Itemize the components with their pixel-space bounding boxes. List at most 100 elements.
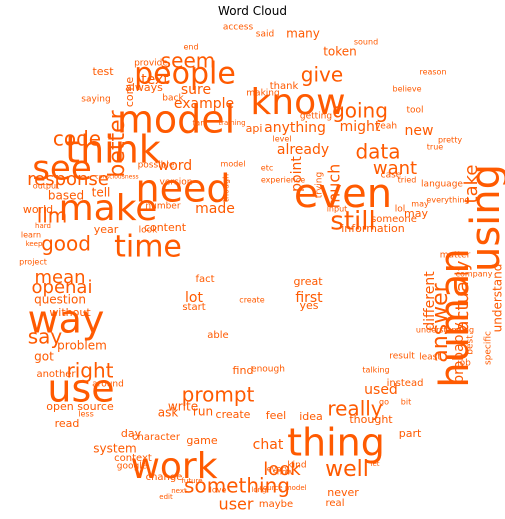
cloud-word: edit [159,493,173,501]
cloud-word: new [405,123,434,139]
cloud-word: may [404,207,428,220]
cloud-word: part [399,427,422,440]
cloud-word: create [216,408,251,421]
cloud-word: even [294,171,392,217]
cloud-word: game [186,434,217,447]
cloud-word: prompt [182,383,255,407]
cloud-word: future [181,477,202,485]
cloud-word: kind [287,461,306,471]
cloud-word: anything [264,120,326,136]
cloud-word: find [233,364,254,377]
cloud-word: yeah [375,122,397,132]
cloud-word: token [323,45,357,59]
cloud-word: making [246,89,279,99]
cloud-word: day [121,427,142,440]
cloud-word: make [59,188,158,229]
cloud-word: work [130,446,217,487]
cloud-word: far [192,119,204,128]
cloud-word: number [145,202,180,212]
cloud-word: saying [81,95,110,105]
cloud-word: end [183,43,198,52]
cloud-word: good [41,232,91,256]
cloud-word: system [93,442,136,456]
cloud-word: understand [491,264,505,333]
cloud-word: training [218,119,245,127]
cloud-word: though [222,174,231,202]
cloud-word: based [48,189,84,203]
cloud-word: look [263,459,301,480]
cloud-word: content [144,221,187,234]
cloud-word: ask [158,406,179,420]
cloud-word: open source [46,400,114,413]
cloud-word: possible [138,161,175,171]
cloud-word: many [286,27,320,41]
cloud-word: seem [161,49,216,73]
cloud-word: see [32,149,92,189]
cloud-word: question [34,293,86,307]
cloud-word: output [33,182,59,191]
cloud-word: test [92,65,114,78]
cloud-word: lot [185,290,203,306]
cloud-word: always [125,81,163,94]
cloud-word: hard [35,222,51,230]
cloud-word: read [55,417,80,430]
cloud-word: something [184,474,290,498]
cloud-word: without [49,306,91,319]
cloud-word: actually [452,260,473,331]
chart-title: Word Cloud [218,4,287,18]
cloud-word: create [239,296,264,305]
cloud-word: human [432,248,478,388]
cloud-word: great [293,275,323,288]
cloud-word: back [162,94,184,104]
cloud-word: less [78,410,93,419]
cloud-word: project [19,258,47,267]
cloud-word: able [207,330,228,341]
cloud-word: real [326,498,345,509]
cloud-word: write [168,400,198,414]
cloud-word: still [330,207,375,237]
cloud-word: specific [484,331,494,365]
cloud-word: input [327,205,348,214]
cloud-word: thought [349,413,393,426]
cloud-word: show [273,468,294,477]
cloud-word: world [23,203,53,216]
cloud-word: text [141,72,169,88]
cloud-word: api [246,122,263,135]
cloud-word: another [36,369,76,380]
cloud-word: using [463,164,505,272]
cloud-word: know [250,82,345,123]
cloud-word: next [171,487,187,495]
cloud-word: fact [195,274,214,285]
cloud-word: true [427,143,443,152]
cloud-word: openai [32,277,93,298]
cloud-word: version [160,178,193,188]
cloud-word: chat [253,437,284,453]
cloud-word: language [421,180,463,190]
cloud-word: word [158,158,192,174]
cloud-word: information [341,222,405,235]
cloud-word: start [182,302,205,313]
cloud-word: pretty [438,136,462,145]
cloud-word: getting [300,112,332,122]
cloud-word: instead [387,378,424,389]
cloud-word: different [422,271,438,331]
cloud-word: got [34,350,54,364]
cloud-word: model [221,160,246,169]
cloud-word: made [195,201,235,217]
cloud-word: better [105,109,130,177]
cloud-word: someone [371,214,417,225]
cloud-word: company [456,270,493,279]
cloud-word: sure [181,82,211,98]
cloud-word: response [27,169,109,190]
cloud-word: model [117,98,235,142]
cloud-word: already [277,142,329,158]
cloud-word: might [340,119,381,135]
cloud-word: long [251,486,266,494]
cloud-word: every [267,465,290,474]
cloud-word: level [272,135,291,144]
cloud-word: result [389,352,415,362]
cloud-word: much [325,164,344,209]
cloud-word: reason [419,68,446,77]
cloud-word: source model [259,484,306,492]
cloud-word: right [67,359,114,383]
